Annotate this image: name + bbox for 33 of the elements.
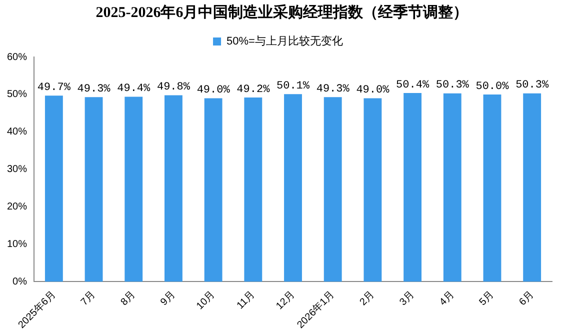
data-label: 49.4% [117, 83, 151, 96]
x-tick-label: 2月 [358, 289, 377, 308]
y-tick-label: 60% [7, 52, 28, 63]
data-label: 49.7% [37, 82, 71, 94]
chart-title: 2025-2026年6月中国制造业采购经理指数（经季节调整） [94, 3, 470, 23]
y-tick-label: 20% [7, 202, 28, 213]
x-tick-label: 6月 [517, 289, 536, 308]
x-tick-label: 4月 [438, 289, 456, 308]
x-tick-label: 10月 [194, 289, 218, 312]
x-tick-label: 11月 [235, 289, 258, 312]
data-label: 50.3% [516, 80, 549, 92]
data-label: 49.3% [316, 83, 350, 96]
data-label: 49.0% [356, 84, 390, 97]
y-tick-label: 30% [7, 164, 28, 176]
y-tick-label: 50% [7, 89, 28, 100]
data-label: 49.0% [196, 84, 230, 97]
data-label: 49.2% [236, 84, 270, 96]
x-tick-label: 3月 [398, 289, 417, 308]
x-tick-label: 8月 [118, 289, 138, 308]
x-tick-label: 12月 [274, 289, 298, 312]
data-label: 50.0% [476, 80, 510, 93]
data-label: 50.3% [436, 80, 470, 92]
data-label: 50.4% [396, 79, 430, 92]
y-tick-label: 10% [7, 239, 28, 250]
data-label: 50.1% [276, 80, 310, 92]
y-tick-label: 40% [7, 126, 28, 138]
data-label: 49.3% [77, 83, 111, 96]
data-label: 49.8% [156, 82, 190, 94]
x-tick-label: 7月 [79, 289, 98, 308]
y-tick-label: 0% [12, 276, 28, 288]
x-tick-label: 5月 [478, 289, 496, 308]
legend-label: 50%=与上月比较无变化 [226, 34, 343, 48]
x-tick-label: 9月 [158, 289, 178, 308]
